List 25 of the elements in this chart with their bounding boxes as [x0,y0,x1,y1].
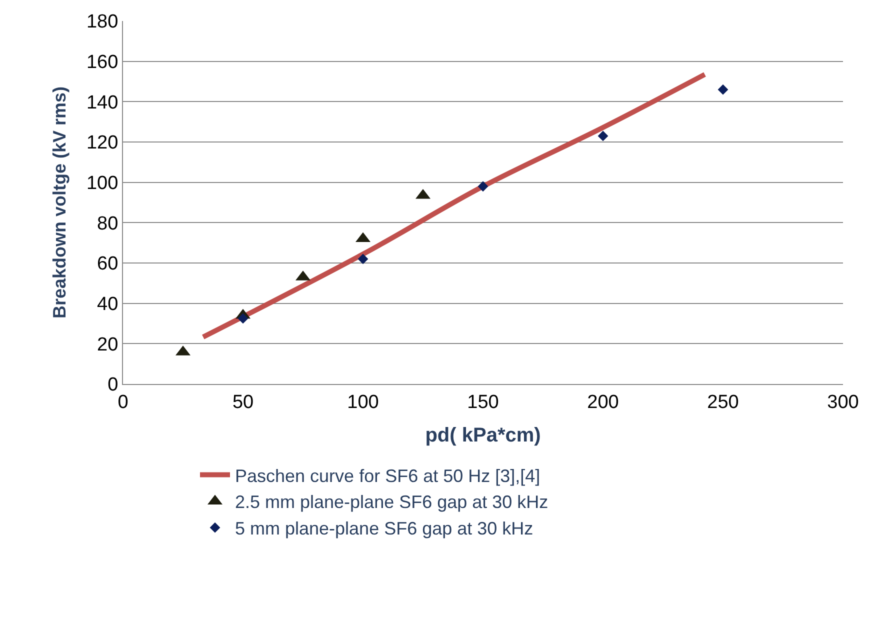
x-tick-label: 200 [587,392,619,413]
y-axis-title: Breakdown voltge (kV rms) [50,86,70,319]
x-tick-label: 100 [347,392,379,413]
point [358,254,368,264]
y-tick-label: 80 [97,213,118,234]
y-tick-label: 0 [108,374,118,396]
x-tick-label: 250 [707,392,739,413]
y-tick-label: 40 [97,294,118,315]
x-axis-title: pd( kPa*cm) [425,424,541,446]
y-tick-label: 160 [86,52,118,73]
y-tick-label: 180 [86,12,118,33]
point [598,130,608,142]
point [478,181,488,192]
legend-label: 5 mm plane-plane SF6 gap at 30 kHz [235,518,534,539]
y-tick-label: 140 [86,92,118,114]
y-tick-label: 100 [86,172,118,194]
y-tick-label: 20 [97,334,118,356]
legend-label: Paschen curve for SF6 at 50 Hz [3],[4] [235,466,540,486]
y-tick-label: 120 [86,132,118,154]
x-tick-label: 50 [232,392,254,413]
y-tick-label: 60 [97,254,118,275]
legend-label: 2.5 mm plane-plane SF6 gap at 30 kHz [235,492,548,512]
point [718,84,728,95]
x-tick-label: 300 [827,392,859,413]
x-tick-label: 150 [467,392,499,413]
